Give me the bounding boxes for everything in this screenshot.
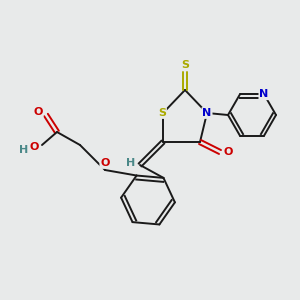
Text: S: S — [158, 108, 166, 118]
Text: S: S — [181, 60, 189, 70]
Text: H: H — [20, 145, 28, 155]
Text: O: O — [100, 158, 110, 168]
Text: N: N — [202, 108, 211, 118]
Text: N: N — [260, 89, 268, 99]
Text: O: O — [223, 147, 233, 157]
Text: O: O — [33, 107, 43, 117]
Text: H: H — [126, 158, 136, 168]
Text: O: O — [29, 142, 39, 152]
